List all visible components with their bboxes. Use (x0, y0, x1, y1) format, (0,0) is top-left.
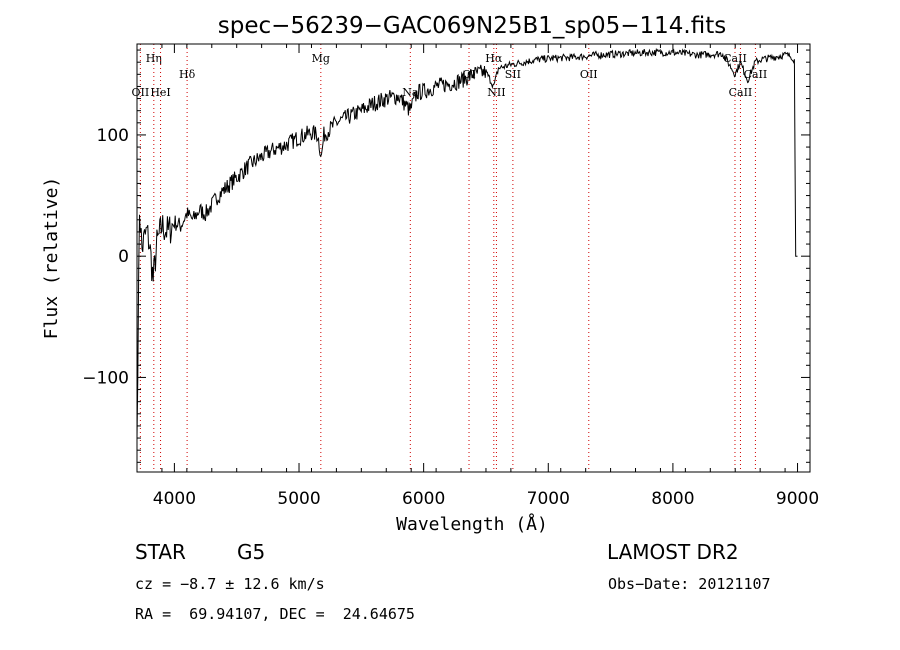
coordinates: RA = 69.94107, DEC = 24.64675 (135, 605, 415, 623)
line-marker-label: OII (132, 86, 150, 99)
line-marker-label: HeI (150, 86, 170, 99)
survey-name: LAMOST DR2 (607, 540, 739, 564)
spectrum-line (136, 47, 798, 439)
line-marker-label: CaII (723, 52, 747, 65)
chart-title: spec−56239−GAC069N25B1_sp05−114.fits (218, 13, 726, 39)
y-tick-label: −100 (82, 368, 129, 388)
line-marker-label: Hα (485, 52, 503, 65)
y-axis-label: Flux (relative) (41, 177, 62, 340)
x-tick-label: 9000 (776, 489, 819, 509)
x-tick-label: 6000 (402, 489, 445, 509)
x-tick-label: 8000 (651, 489, 694, 509)
x-tick-label: 7000 (527, 489, 570, 509)
object-subclass: G5 (237, 540, 266, 564)
line-marker-label: Na (402, 86, 419, 99)
y-tick-label: 0 (118, 247, 129, 267)
line-marker-label: Hδ (179, 68, 196, 81)
observation-date: Obs−Date: 20121107 (608, 575, 771, 593)
line-marker-label: OII (580, 68, 598, 81)
x-tick-label: 4000 (153, 489, 196, 509)
line-marker-label: Mg (312, 52, 330, 65)
x-tick-label: 5000 (277, 489, 320, 509)
line-marker-label: Hη (146, 52, 162, 65)
line-marker-label: NII (487, 86, 505, 99)
y-tick-label: 100 (97, 126, 129, 146)
object-class: STAR (135, 540, 186, 564)
axis-ticks: 4000 5000 6000 7000 8000 9000 −100 0 100 (82, 44, 819, 509)
line-marker-label: CaII (729, 86, 753, 99)
redshift-cz: cz = −8.7 ± 12.6 km/s (135, 575, 325, 593)
line-marker-label: SII (505, 68, 521, 81)
plot-frame (136, 43, 811, 473)
x-axis-label: Wavelength (Å) (396, 513, 548, 535)
